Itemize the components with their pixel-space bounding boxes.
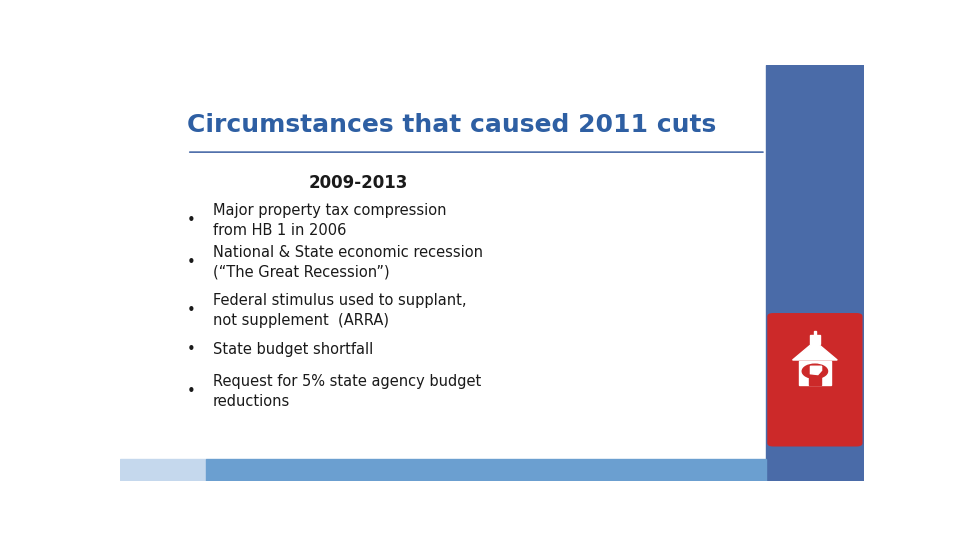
Text: National & State economic recession
(“The Great Recession”): National & State economic recession (“Th… [213,245,483,280]
Text: Circumstances that caused 2011 cuts: Circumstances that caused 2011 cuts [187,113,716,137]
Bar [809,373,821,385]
Text: 2009-2013: 2009-2013 [308,174,408,192]
Text: •: • [186,342,195,357]
Bar [799,361,831,385]
Text: •: • [186,255,195,270]
Circle shape [803,364,828,379]
Text: •: • [186,302,195,318]
Bar [766,65,864,481]
Bar [205,459,766,481]
Text: Major property tax compression
from HB 1 in 2006: Major property tax compression from HB 1… [213,204,446,238]
Text: Request for 5% state agency budget
reductions: Request for 5% state agency budget reduc… [213,374,481,409]
Bar [809,335,820,344]
FancyBboxPatch shape [767,313,862,447]
Bar [814,331,816,336]
Text: State budget shortfall: State budget shortfall [213,342,373,357]
Polygon shape [793,341,837,360]
Bar [120,459,205,481]
Text: •: • [186,384,195,399]
Text: Federal stimulus used to supplant,
not supplement  (ARRA): Federal stimulus used to supplant, not s… [213,293,467,328]
Text: TEXAS
SCHOOL
COALITION: TEXAS SCHOOL COALITION [787,402,843,433]
Text: •: • [186,213,195,228]
Polygon shape [810,366,822,375]
